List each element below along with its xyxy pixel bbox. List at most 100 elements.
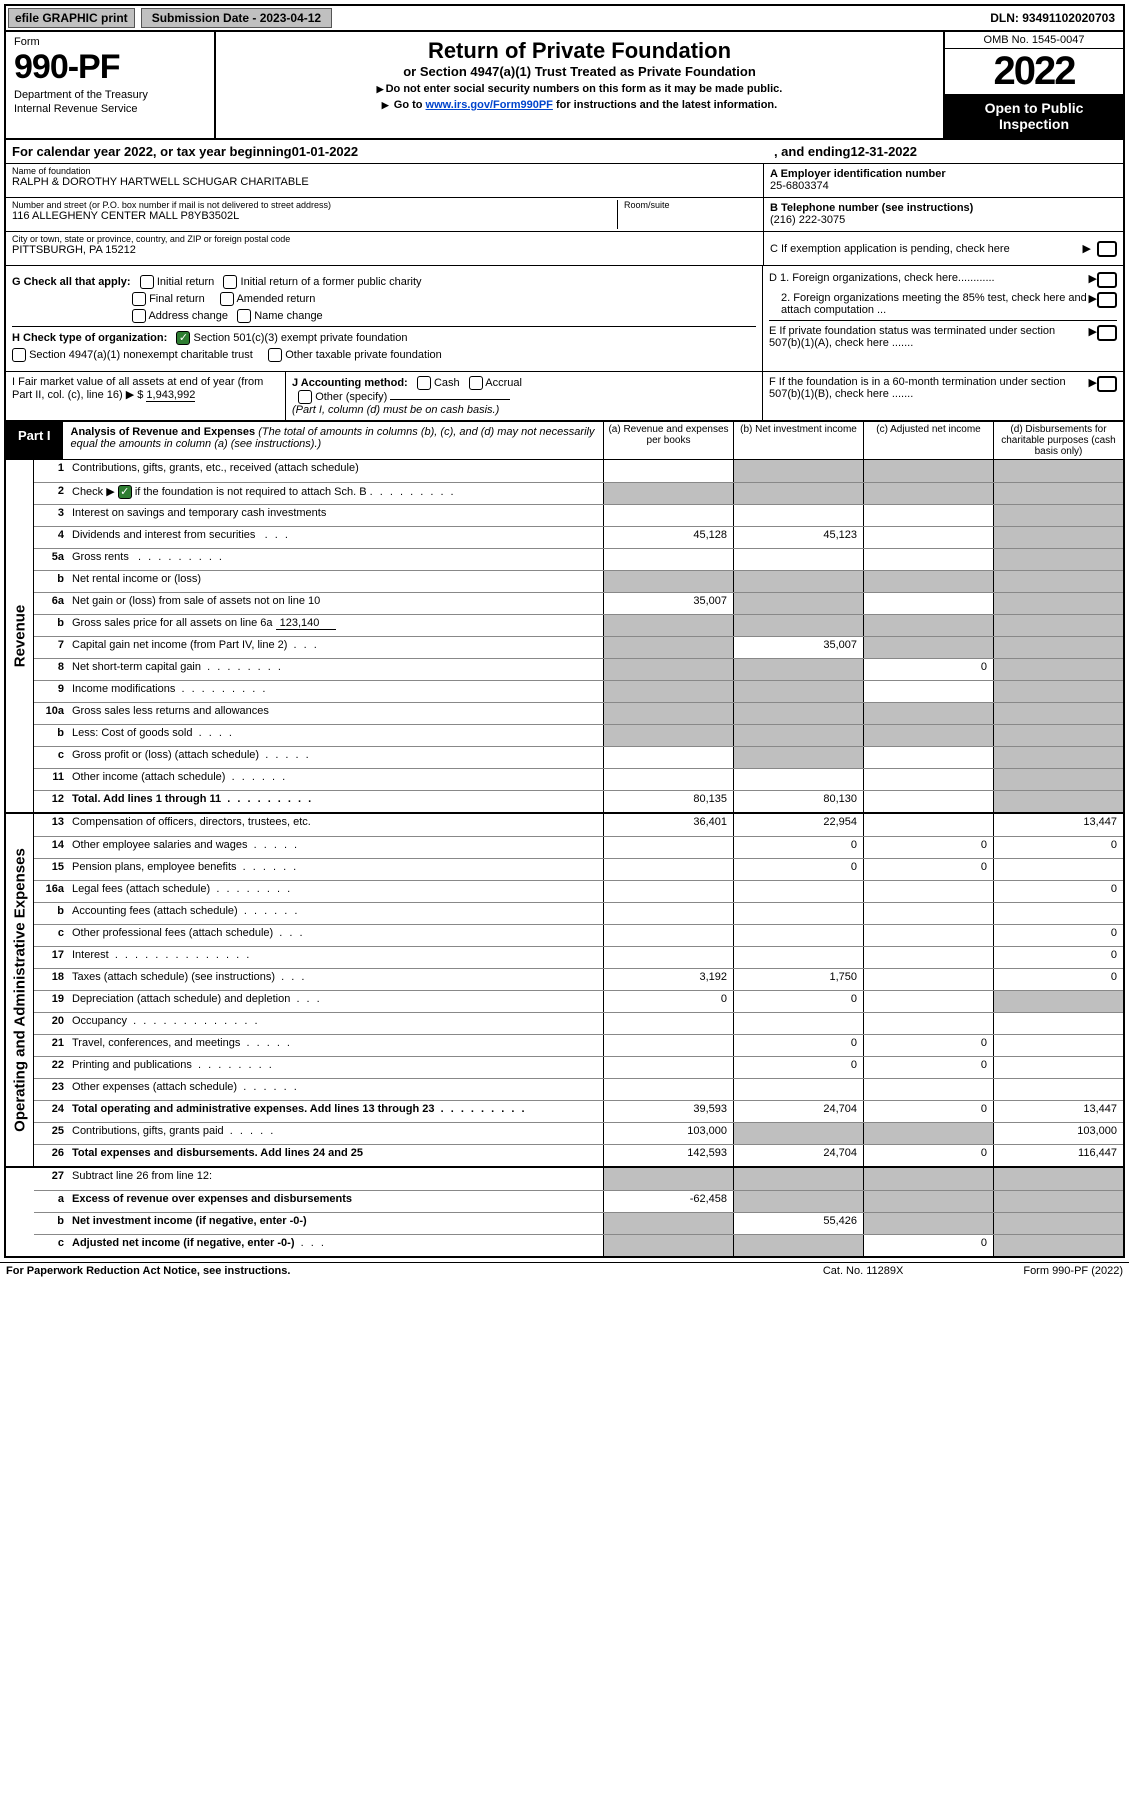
g-row2: Final return Amended return bbox=[12, 292, 756, 306]
expenses-section: Operating and Administrative Expenses 13… bbox=[6, 812, 1123, 1166]
accrual-checkbox[interactable] bbox=[469, 376, 483, 390]
header-center: Return of Private Foundation or Section … bbox=[216, 32, 943, 138]
f-checkbox[interactable] bbox=[1097, 376, 1117, 392]
g-row: G Check all that apply: Initial return I… bbox=[12, 275, 756, 289]
irs-link[interactable]: www.irs.gov/Form990PF bbox=[426, 99, 553, 111]
revenue-label: Revenue bbox=[11, 605, 28, 668]
line-10a: Gross sales less returns and allowances bbox=[68, 703, 603, 724]
room-label: Room/suite bbox=[624, 200, 757, 210]
f-label: F If the foundation is in a 60-month ter… bbox=[769, 376, 1089, 400]
g-label: G Check all that apply: bbox=[12, 276, 131, 288]
line-27a: Excess of revenue over expenses and disb… bbox=[68, 1191, 603, 1212]
checks-left: G Check all that apply: Initial return I… bbox=[6, 266, 763, 371]
h-row: H Check type of organization: Section 50… bbox=[12, 326, 756, 345]
checks-right: D 1. Foreign organizations, check here..… bbox=[763, 266, 1123, 371]
fmv-j: J Accounting method: Cash Accrual Other … bbox=[286, 372, 763, 420]
form-container: efile GRAPHIC print Submission Date - 20… bbox=[4, 4, 1125, 1258]
line-12: Total. Add lines 1 through 11 . . . . . … bbox=[68, 791, 603, 812]
line-11: Other income (attach schedule) . . . . .… bbox=[68, 769, 603, 790]
other-specify bbox=[390, 399, 510, 400]
calendar-year-row: For calendar year 2022, or tax year begi… bbox=[6, 140, 1123, 164]
line-27b: Net investment income (if negative, ente… bbox=[68, 1213, 603, 1234]
part1-label: Part I bbox=[6, 422, 63, 459]
efile-print-button[interactable]: efile GRAPHIC print bbox=[8, 8, 135, 28]
address: 116 ALLEGHENY CENTER MALL P8YB3502L bbox=[12, 210, 617, 222]
other-taxable-checkbox[interactable] bbox=[268, 348, 282, 362]
city: PITTSBURGH, PA 15212 bbox=[12, 244, 757, 256]
line-26: Total expenses and disbursements. Add li… bbox=[68, 1145, 603, 1166]
line-6b: Gross sales price for all assets on line… bbox=[68, 615, 603, 636]
4947-label: Section 4947(a)(1) nonexempt charitable … bbox=[29, 349, 253, 361]
j-note: (Part I, column (d) must be on cash basi… bbox=[292, 404, 499, 416]
submission-date: Submission Date - 2023-04-12 bbox=[141, 8, 332, 28]
line-18: Taxes (attach schedule) (see instruction… bbox=[68, 969, 603, 990]
line-10c: Gross profit or (loss) (attach schedule)… bbox=[68, 747, 603, 768]
501c3-checkbox[interactable] bbox=[176, 331, 190, 345]
revenue-section: Revenue 1Contributions, gifts, grants, e… bbox=[6, 460, 1123, 812]
footer-left: For Paperwork Reduction Act Notice, see … bbox=[6, 1265, 823, 1277]
exemption-checkbox[interactable] bbox=[1097, 241, 1117, 257]
footer-mid: Cat. No. 11289X bbox=[823, 1265, 904, 1277]
top-bar: efile GRAPHIC print Submission Date - 20… bbox=[6, 6, 1123, 32]
cal-begin: 01-01-2022 bbox=[292, 144, 359, 159]
initial-return-label: Initial return bbox=[157, 276, 214, 288]
form-word: Form bbox=[14, 36, 206, 48]
name-change-checkbox[interactable] bbox=[237, 309, 251, 323]
header-left: Form 990-PF Department of the Treasury I… bbox=[6, 32, 216, 138]
phone-value: (216) 222-3075 bbox=[770, 214, 1117, 226]
line-25: Contributions, gifts, grants paid . . . … bbox=[68, 1123, 603, 1144]
column-headers: (a) Revenue and expenses per books (b) N… bbox=[603, 422, 1123, 459]
footer-right: Form 990-PF (2022) bbox=[1023, 1265, 1123, 1277]
part1-header: Part I Analysis of Revenue and Expenses … bbox=[6, 422, 1123, 460]
other-taxable-label: Other taxable private foundation bbox=[285, 349, 442, 361]
addr-label: Number and street (or P.O. box number if… bbox=[12, 200, 617, 210]
city-row: City or town, state or province, country… bbox=[6, 232, 763, 266]
accrual-label: Accrual bbox=[485, 377, 522, 389]
line-17: Interest . . . . . . . . . . . . . . bbox=[68, 947, 603, 968]
line-8: Net short-term capital gain . . . . . . … bbox=[68, 659, 603, 680]
g-row3: Address change Name change bbox=[12, 309, 756, 323]
ein-label: A Employer identification number bbox=[770, 168, 1117, 180]
exemption-cell: C If exemption application is pending, c… bbox=[764, 232, 1123, 266]
phone-label: B Telephone number (see instructions) bbox=[770, 202, 1117, 214]
e-checkbox[interactable] bbox=[1097, 325, 1117, 341]
dln-number: DLN: 93491102020703 bbox=[982, 7, 1123, 29]
e-label: E If private foundation status was termi… bbox=[769, 325, 1089, 349]
4947-checkbox[interactable] bbox=[12, 348, 26, 362]
line-14: Other employee salaries and wages . . . … bbox=[68, 837, 603, 858]
schb-checkbox[interactable] bbox=[118, 485, 132, 499]
line-15: Pension plans, employee benefits . . . .… bbox=[68, 859, 603, 880]
col-c-header: (c) Adjusted net income bbox=[863, 422, 993, 459]
expenses-label: Operating and Administrative Expenses bbox=[11, 848, 28, 1132]
d2-checkbox[interactable] bbox=[1097, 292, 1117, 308]
initial-return-checkbox[interactable] bbox=[140, 275, 154, 289]
line-23: Other expenses (attach schedule) . . . .… bbox=[68, 1079, 603, 1100]
line-6b-val: 123,140 bbox=[276, 617, 336, 630]
cal-mid: , and ending bbox=[774, 144, 851, 159]
ein-cell: A Employer identification number 25-6803… bbox=[764, 164, 1123, 198]
final-return-checkbox[interactable] bbox=[132, 292, 146, 306]
subtract-rows: 27Subtract line 26 from line 12: aExcess… bbox=[34, 1168, 1123, 1256]
page-footer: For Paperwork Reduction Act Notice, see … bbox=[0, 1262, 1129, 1279]
tax-year: 2022 bbox=[945, 49, 1123, 94]
final-return-label: Final return bbox=[149, 293, 205, 305]
fmv-row: I Fair market value of all assets at end… bbox=[6, 372, 1123, 422]
amended-checkbox[interactable] bbox=[220, 292, 234, 306]
other-method-checkbox[interactable] bbox=[298, 390, 312, 404]
j-label: J Accounting method: bbox=[292, 377, 408, 389]
d1-checkbox[interactable] bbox=[1097, 272, 1117, 288]
revenue-rows: 1Contributions, gifts, grants, etc., rec… bbox=[34, 460, 1123, 812]
initial-former-checkbox[interactable] bbox=[223, 275, 237, 289]
cash-checkbox[interactable] bbox=[417, 376, 431, 390]
form-header: Form 990-PF Department of the Treasury I… bbox=[6, 32, 1123, 140]
line-5b: Net rental income or (loss) bbox=[68, 571, 603, 592]
col-b-header: (b) Net investment income bbox=[733, 422, 863, 459]
fmv-value: 1,943,992 bbox=[146, 389, 195, 402]
address-change-checkbox[interactable] bbox=[132, 309, 146, 323]
line-9: Income modifications . . . . . . . . . bbox=[68, 681, 603, 702]
dept-treasury: Department of the Treasury bbox=[14, 89, 206, 101]
line-27: Subtract line 26 from line 12: bbox=[68, 1168, 603, 1190]
identity-right: A Employer identification number 25-6803… bbox=[763, 164, 1123, 266]
form-number: 990-PF bbox=[14, 48, 206, 87]
line-22: Printing and publications . . . . . . . … bbox=[68, 1057, 603, 1078]
